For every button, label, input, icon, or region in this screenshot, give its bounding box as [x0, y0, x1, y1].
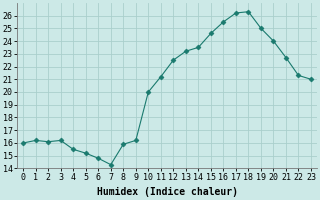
X-axis label: Humidex (Indice chaleur): Humidex (Indice chaleur) [97, 187, 237, 197]
